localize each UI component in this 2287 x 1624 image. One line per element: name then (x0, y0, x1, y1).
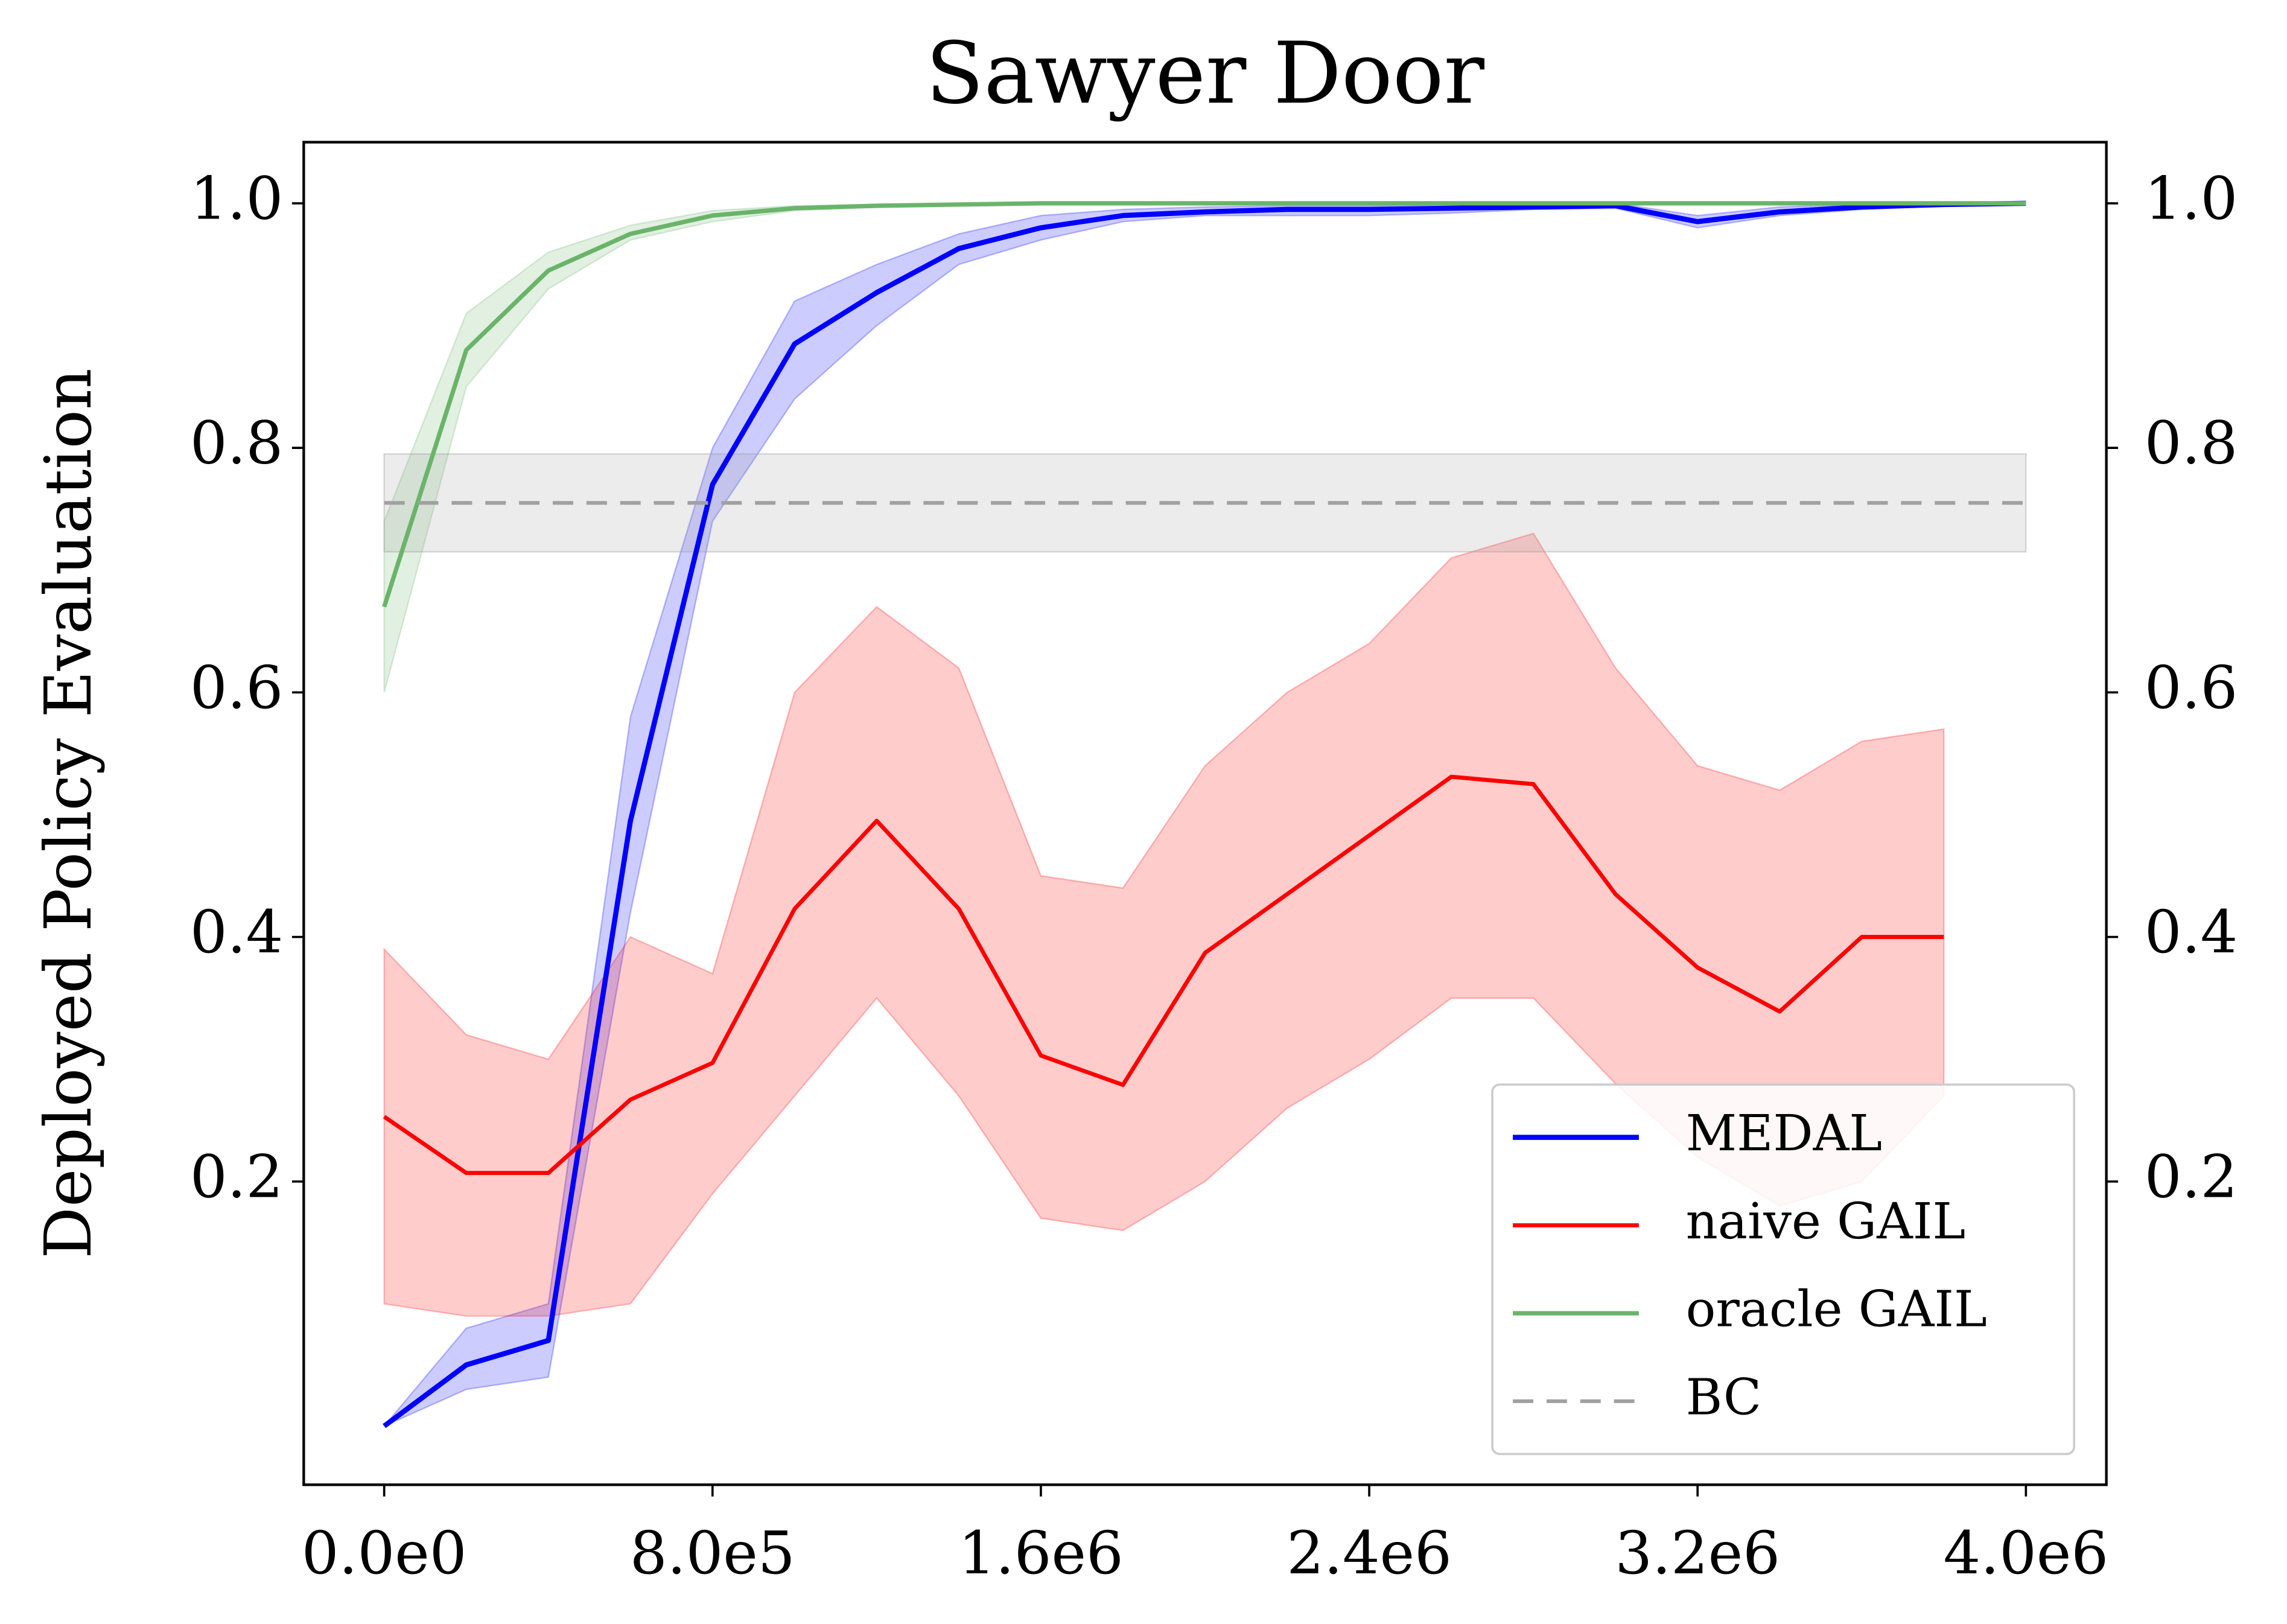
y-tick-label-right: 0.4 (2145, 898, 2238, 966)
y-tick-label-right: 0.2 (2145, 1142, 2238, 1211)
y-tick-label-right: 1.0 (2145, 164, 2238, 232)
plot-frame (302, 141, 2108, 1486)
y-tick-label-right: 0.6 (2145, 654, 2238, 722)
series-line (383, 200, 2026, 1428)
x-tick-label: 8.0e5 (630, 1519, 795, 1587)
y-tick-label-right: 0.8 (2145, 409, 2238, 477)
y-tick-label: 0.4 (190, 898, 283, 966)
y-tick-label: 0.6 (190, 654, 283, 722)
legend-label: BC (1686, 1368, 1761, 1426)
confidence-band (383, 202, 2026, 693)
series-line (382, 201, 2026, 608)
chart-title: Sawyer Door (926, 24, 1485, 123)
x-tick-label: 0.0e0 (302, 1519, 467, 1587)
legend-label: MEDAL (1686, 1104, 1882, 1162)
y-tick-label: 1.0 (190, 164, 283, 232)
y-axis-label: Deployed Policy Evaluation (31, 368, 106, 1258)
legend-label: oracle GAIL (1686, 1281, 1987, 1339)
y-tick-label: 0.2 (190, 1142, 283, 1211)
series-line (383, 774, 1944, 1176)
legend-box (1491, 1083, 2076, 1456)
legend-label: naive GAIL (1686, 1193, 1966, 1250)
y-tick-label: 0.8 (190, 409, 283, 477)
legend: MEDAL naive GAIL oracle GAIL BC (1491, 1083, 2076, 1456)
x-tick-label: 2.4e6 (1287, 1519, 1452, 1587)
x-tick-label: 1.6e6 (958, 1519, 1124, 1587)
x-tick-label: 3.2e6 (1615, 1519, 1780, 1587)
x-tick-label: 4.0e6 (1943, 1519, 2108, 1587)
